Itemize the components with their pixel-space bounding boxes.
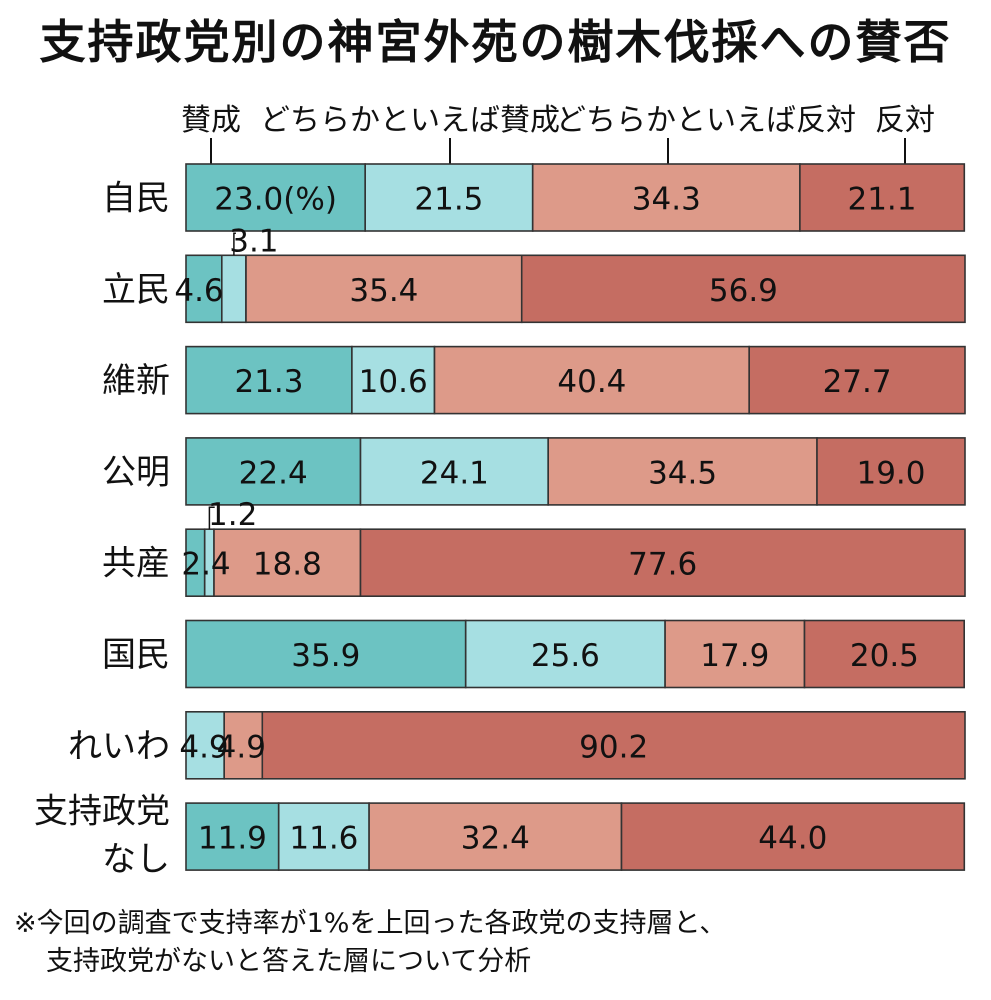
value-label: 20.5 xyxy=(850,638,919,674)
value-label: 77.6 xyxy=(628,547,697,583)
value-label: 40.4 xyxy=(557,364,626,400)
bar-segment xyxy=(351,345,436,415)
bar-segment xyxy=(620,802,966,871)
bar-segment xyxy=(664,619,806,689)
bar-row: 支持政党なし 11.9 11.6 32.4 44.0 xyxy=(34,792,966,880)
bar-segment xyxy=(261,710,966,780)
bar-segment xyxy=(359,528,966,598)
bar-row: 自民 23.0(%) 21.5 34.3 21.1 xyxy=(102,163,966,232)
value-label: 34.5 xyxy=(648,455,717,491)
value-label: 19.0 xyxy=(856,455,925,491)
leader-line xyxy=(233,232,236,256)
legend-label: 反対 xyxy=(875,103,935,138)
value-label: 3.1 xyxy=(229,223,278,259)
bar-segment xyxy=(368,802,623,871)
value-label: 24.1 xyxy=(420,455,489,491)
bar-segment xyxy=(520,254,966,324)
value-label: 90.2 xyxy=(579,729,648,765)
value-label: 18.8 xyxy=(253,547,322,583)
value-label: 10.6 xyxy=(359,364,428,400)
value-label: 34.3 xyxy=(632,182,701,218)
value-label: 32.4 xyxy=(461,821,530,857)
category-label: 維新 xyxy=(102,361,170,401)
value-label: 2.4 xyxy=(181,547,230,583)
category-label: 公明 xyxy=(102,452,170,492)
bar-segment xyxy=(185,163,366,232)
bar-segment xyxy=(531,163,801,232)
bar-segment xyxy=(547,437,818,506)
value-label: 4.6 xyxy=(174,273,223,309)
bars: 自民 23.0(%) 21.5 34.3 21.1 立民 4.63.1 35.4 56.9 維新 2… xyxy=(34,163,966,880)
category-label: 支持政党なし xyxy=(34,792,170,880)
value-label: 21.3 xyxy=(234,364,303,400)
value-label: 35.9 xyxy=(291,638,360,674)
bar-row: 立民 4.63.1 35.4 56.9 xyxy=(102,223,966,324)
bar-segment xyxy=(185,619,467,689)
bar-segment xyxy=(223,710,264,780)
bar-row: 共産 2.4 1.2 18.8 77.6 xyxy=(102,497,966,598)
value-label: 4.9 xyxy=(179,729,228,765)
bar-segment xyxy=(799,163,966,232)
bar-segment xyxy=(803,619,965,689)
bar-segment xyxy=(185,710,226,780)
value-label: 11.6 xyxy=(289,821,358,857)
category-label: 立民 xyxy=(102,270,170,310)
bar-segment xyxy=(221,254,247,324)
bar-row: れいわ 4.94.9 90.2 xyxy=(68,710,966,780)
value-label: 35.4 xyxy=(349,273,418,309)
bar-segment xyxy=(748,345,966,415)
value-label: 21.1 xyxy=(847,182,916,218)
bar-segment xyxy=(464,619,666,689)
category-label: 自民 xyxy=(102,179,170,219)
value-label: 44.0 xyxy=(758,821,827,857)
value-label: 11.9 xyxy=(198,821,267,857)
bar-segment xyxy=(245,254,523,324)
value-label: 56.9 xyxy=(709,273,778,309)
value-label: 22.4 xyxy=(239,455,308,491)
bar-segment xyxy=(364,163,534,232)
value-label: 23.0(%) xyxy=(214,182,337,218)
footnote-line-2: 支持政党がないと答えた層について分析 xyxy=(46,946,532,977)
value-label: 27.7 xyxy=(823,364,892,400)
chart-title: 支持政党別の神宮外苑の樹木伐採への賛否 xyxy=(39,15,952,69)
category-label: 共産 xyxy=(102,544,170,584)
bar-segment xyxy=(185,345,353,415)
footnote-line-1: ※今回の調査で支持率が1%を上回った各政党の支持層と、 xyxy=(14,908,727,939)
bar-row: 公明 22.4 24.1 34.5 19.0 xyxy=(102,437,966,506)
bar-segment xyxy=(213,528,362,598)
legend-label: どちらかといえば賛成 xyxy=(260,103,560,138)
value-label: 17.9 xyxy=(700,638,769,674)
bar-segment xyxy=(185,254,223,324)
value-label: 4.9 xyxy=(217,729,266,765)
legend-label: どちらかといえば反対 xyxy=(556,103,856,138)
value-label: 25.6 xyxy=(531,638,600,674)
bar-segment xyxy=(185,437,362,506)
leader-line xyxy=(208,506,215,530)
bar-segment xyxy=(277,802,370,871)
value-label: 21.5 xyxy=(414,182,483,218)
legend-label: 賛成 xyxy=(181,103,241,138)
bar-row: 維新 21.3 10.6 40.4 27.7 xyxy=(102,345,966,415)
bar-segment xyxy=(816,437,966,506)
category-label: れいわ xyxy=(68,726,170,766)
category-label: 国民 xyxy=(102,635,170,675)
bar-segment xyxy=(359,437,549,506)
bar-row: 国民 35.9 25.6 17.9 20.5 xyxy=(102,619,965,689)
bar-segment xyxy=(185,802,280,871)
value-label: 1.2 xyxy=(208,497,257,533)
